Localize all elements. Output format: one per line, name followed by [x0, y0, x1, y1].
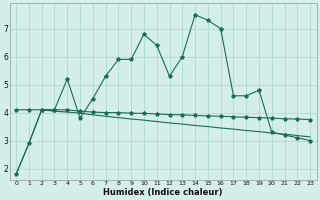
X-axis label: Humidex (Indice chaleur): Humidex (Indice chaleur) — [103, 188, 223, 197]
